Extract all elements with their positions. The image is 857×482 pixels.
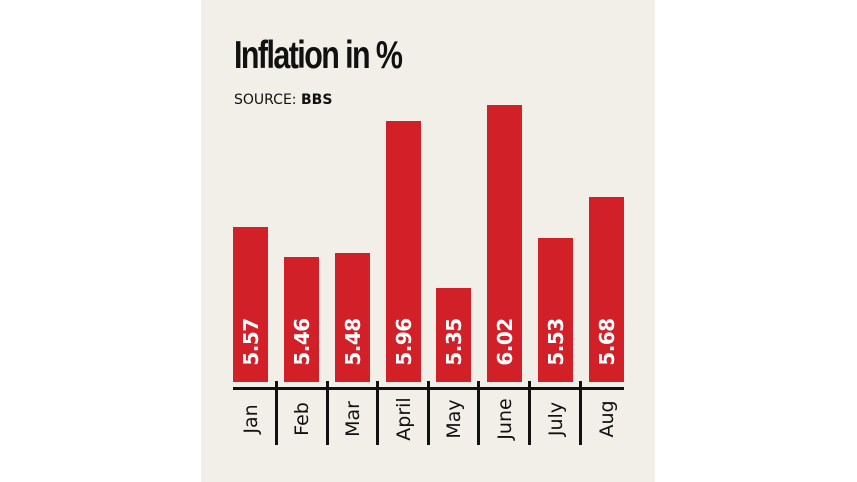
bar-value: 5.57 (238, 318, 263, 366)
bar-value: 6.02 (492, 318, 517, 366)
x-tick-label: Jan (239, 404, 262, 434)
source-label: SOURCE: (234, 92, 297, 108)
axis-separator (427, 381, 430, 445)
bar-july: 5.53 (538, 238, 573, 382)
bar-value: 5.96 (391, 318, 416, 366)
bar-april: 5.96 (386, 121, 421, 382)
bar-feb: 5.46 (284, 257, 319, 382)
axis-separator (376, 381, 379, 445)
bar-may: 5.35 (436, 288, 471, 382)
x-tick-label: May (442, 399, 465, 439)
axis-separator (528, 381, 531, 445)
x-tick-label: June (493, 398, 516, 440)
chart-source: SOURCE: BBS (234, 92, 332, 108)
chart-panel: Inflation in % SOURCE: BBS 5.57 5.46 5.4… (201, 0, 655, 482)
bar-value: 5.53 (543, 318, 568, 366)
x-tick-label: Feb (290, 402, 313, 436)
x-tick-label: Mar (341, 401, 364, 437)
axis-separator (477, 381, 480, 445)
x-tick-label: Aug (595, 400, 618, 438)
bar-value: 5.46 (289, 318, 314, 366)
bar-aug: 5.68 (589, 197, 624, 382)
bar-june: 6.02 (487, 105, 522, 382)
bar-mar: 5.48 (335, 253, 370, 382)
bar-value: 5.68 (594, 318, 619, 366)
bar-value: 5.35 (441, 318, 466, 366)
axis-separator (275, 381, 278, 445)
bar-jan: 5.57 (233, 227, 268, 382)
axis-separator (579, 381, 582, 445)
source-value: BBS (300, 92, 333, 108)
x-tick-label: April (392, 397, 415, 441)
x-tick-label: July (544, 401, 567, 437)
bar-value: 5.48 (340, 318, 365, 366)
chart-title: Inflation in % (234, 34, 403, 77)
axis-separator (326, 381, 329, 445)
